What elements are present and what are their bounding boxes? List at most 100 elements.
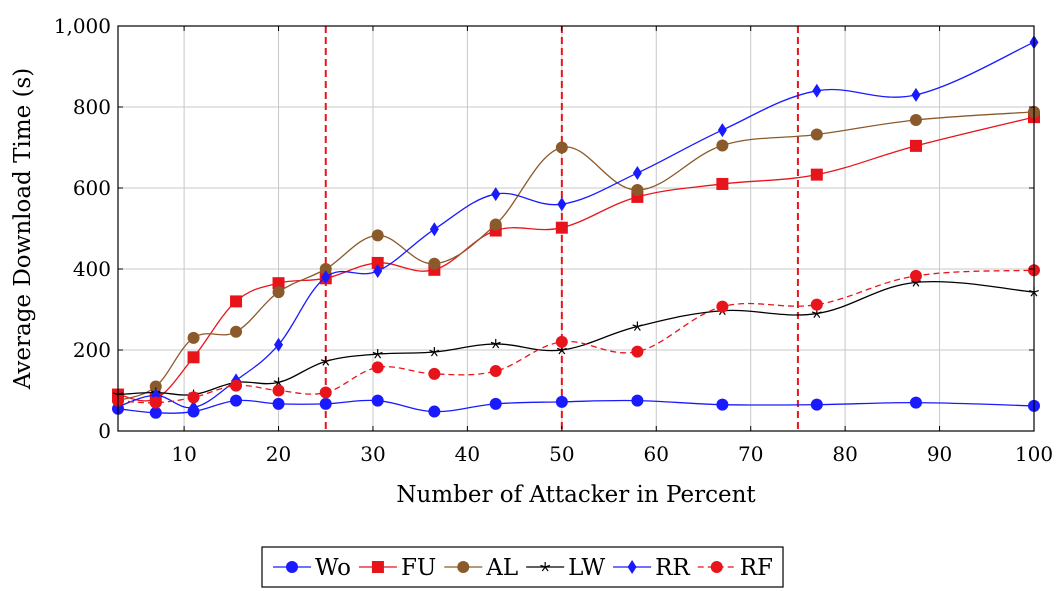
star-stroke	[558, 349, 563, 355]
y-tick-label: 1,000	[54, 14, 111, 38]
legend-marker-wo	[286, 561, 298, 573]
star-stroke	[816, 313, 821, 318]
data-point-rr	[321, 270, 331, 285]
data-point-wo	[272, 397, 285, 410]
axis-ticks: 10 20 30 40 50 60 70 80 90 100 0 200 400 600 800 1,000	[54, 14, 1053, 466]
series-rf	[112, 264, 1040, 409]
series-wo	[112, 394, 1040, 419]
star-stroke	[1033, 289, 1039, 293]
data-point-al	[428, 257, 441, 270]
star-stroke	[544, 566, 549, 572]
series-lw	[113, 277, 1039, 399]
data-point-rr	[274, 337, 284, 352]
y-axis-title: Average Download Time (s)	[10, 68, 36, 391]
series-rr	[113, 35, 1039, 415]
data-point-al	[810, 128, 823, 141]
data-point-al	[272, 286, 285, 299]
data-point-al	[230, 325, 243, 338]
data-point-rf	[187, 391, 200, 404]
x-tick-label: 20	[266, 442, 291, 466]
star-stroke	[911, 280, 917, 283]
legend-box	[261, 546, 784, 588]
x-tick-label: 10	[171, 442, 196, 466]
star-stroke	[320, 359, 326, 362]
data-point-wo	[371, 394, 384, 407]
star-stroke	[490, 341, 496, 345]
y-tick-label: 600	[73, 176, 111, 200]
data-point-wo	[428, 405, 441, 418]
data-point-wo	[716, 398, 729, 411]
data-point-rr	[189, 400, 199, 415]
star-stroke	[113, 392, 119, 396]
series-line-wo	[117, 399, 1035, 414]
y-tick-label: 0	[98, 419, 111, 443]
x-tick-label: 60	[644, 442, 669, 466]
data-point-fu	[810, 168, 823, 181]
series-line-lw	[117, 281, 1035, 396]
data-point-wo	[319, 397, 332, 410]
star-stroke	[541, 566, 546, 572]
data-point-al	[631, 184, 644, 197]
series-group	[112, 35, 1040, 419]
data-point-wo	[555, 395, 568, 408]
data-point-lw	[429, 347, 440, 357]
star-stroke	[377, 351, 383, 355]
series-al	[112, 105, 1040, 407]
data-point-wo	[631, 394, 644, 407]
data-point-rr	[911, 87, 921, 102]
data-point-al	[149, 380, 162, 393]
star-stroke	[1029, 289, 1035, 293]
star-stroke	[561, 349, 566, 355]
data-point-rf	[371, 361, 384, 374]
data-point-lw	[320, 356, 331, 366]
legend-item-al: AL	[444, 555, 518, 581]
x-axis-title: Number of Attacker in Percent	[396, 482, 756, 508]
data-point-fu	[371, 256, 384, 269]
series-line-rf	[117, 269, 1035, 404]
data-point-wo	[149, 406, 162, 419]
legend-label-al: AL	[485, 555, 518, 581]
x-tick-label: 70	[738, 442, 763, 466]
data-point-wo	[909, 396, 922, 409]
data-point-al	[716, 139, 729, 152]
star-stroke	[372, 351, 378, 355]
legend-marker-rr	[627, 560, 637, 574]
star-stroke	[430, 351, 435, 357]
star-stroke	[325, 359, 331, 362]
star-stroke	[540, 564, 546, 568]
star-stroke	[636, 326, 641, 331]
legend-marker-lw	[540, 562, 551, 572]
data-point-fu	[187, 351, 200, 364]
data-point-rf	[716, 300, 729, 313]
star-stroke	[492, 343, 497, 349]
legend-marker-fu	[371, 561, 384, 573]
y-tick-label: 200	[73, 338, 111, 362]
data-point-al	[909, 113, 922, 126]
x-tick-label: 80	[832, 442, 857, 466]
legend-item-lw: LW	[526, 555, 605, 581]
star-stroke	[813, 313, 818, 318]
star-stroke	[556, 347, 563, 351]
star-stroke	[561, 347, 567, 351]
y-tick-label: 800	[73, 95, 111, 119]
x-tick-label: 90	[927, 442, 952, 466]
star-stroke	[915, 280, 921, 283]
star-stroke	[434, 349, 440, 353]
legend-item-wo: Wo	[273, 555, 351, 581]
star-stroke	[912, 282, 917, 287]
star-stroke	[915, 282, 920, 287]
legend-label-wo: Wo	[315, 555, 351, 581]
data-point-rr	[812, 83, 822, 98]
star-stroke	[495, 341, 501, 345]
data-point-fu	[230, 295, 243, 308]
data-point-wo	[230, 394, 243, 407]
data-point-rf	[319, 386, 332, 399]
series-line-rr	[117, 41, 1035, 409]
star-stroke	[637, 324, 643, 328]
data-point-fu	[272, 277, 285, 290]
star-stroke	[544, 564, 551, 568]
data-point-rf	[272, 384, 285, 397]
data-point-rr	[632, 166, 642, 181]
star-stroke	[278, 380, 284, 383]
